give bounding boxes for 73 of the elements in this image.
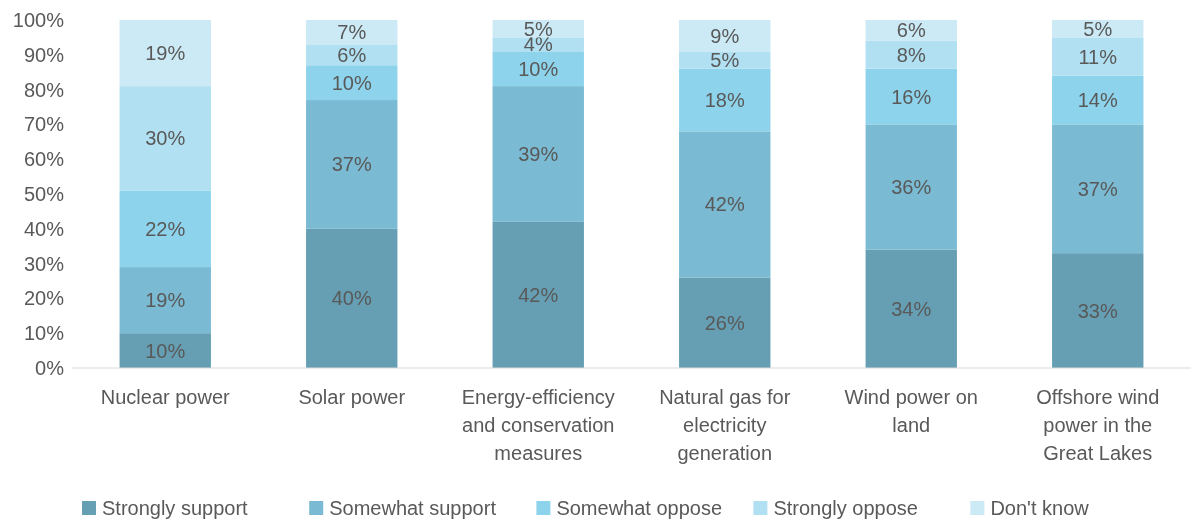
bar: [119, 86, 211, 191]
bar: [119, 20, 211, 87]
bar: [306, 20, 398, 45]
x-tick-label: Nuclear power: [100, 386, 231, 408]
data-label: 37%: [331, 153, 372, 176]
data-label: 19%: [145, 289, 186, 312]
y-tick-label: 10%: [23, 322, 65, 345]
bar: [865, 68, 957, 125]
y-tick-label: 20%: [23, 287, 65, 310]
data-label: 40%: [331, 287, 372, 310]
data-label: 11%: [1078, 45, 1118, 68]
data-label: 42%: [518, 283, 559, 306]
data-label: 10%: [145, 339, 186, 362]
data-label: 16%: [891, 85, 932, 108]
legend-label: Strongly oppose: [773, 497, 918, 519]
data-label: 5%: [710, 49, 740, 72]
data-label: 34%: [891, 297, 932, 320]
data-label: 37%: [1077, 177, 1118, 200]
bar: [865, 124, 957, 250]
bar: [119, 190, 211, 268]
bar: [1052, 253, 1144, 368]
data-label: 9%: [710, 24, 740, 47]
data-label: 6%: [896, 19, 926, 42]
bar: [306, 65, 398, 101]
y-tick-label: 30%: [23, 252, 65, 275]
bar: [492, 51, 584, 87]
bar: [306, 228, 398, 368]
x-tick-label: Natural gas for electricity generation: [659, 386, 791, 464]
y-tick-label: 100%: [12, 9, 65, 31]
bar: [306, 100, 398, 229]
data-label: 18%: [704, 89, 745, 112]
data-label: 14%: [1077, 89, 1118, 112]
y-tick-label: 90%: [23, 43, 65, 66]
data-label: 36%: [891, 176, 932, 199]
bar: [119, 267, 211, 334]
y-tick-label: 80%: [23, 78, 65, 101]
y-tick-label: 50%: [23, 183, 65, 205]
data-label: 30%: [145, 127, 186, 150]
legend-label: Strongly support: [102, 497, 249, 519]
y-tick-label: 40%: [23, 217, 65, 240]
data-label: 33%: [1077, 299, 1118, 322]
y-tick-label: 70%: [23, 113, 65, 136]
bar: [865, 40, 957, 69]
data-label: 10%: [331, 71, 372, 94]
data-label: 42%: [704, 193, 745, 216]
x-tick-label: Wind power on land: [844, 386, 978, 436]
bar: [492, 221, 584, 368]
bar: [1052, 124, 1144, 254]
data-label: 8%: [896, 43, 926, 66]
data-label: 7%: [337, 21, 367, 44]
y-tick-label: 60%: [23, 148, 65, 171]
bar: [1052, 37, 1144, 76]
x-tick-label: Energy-efficiency and conservation measures: [461, 386, 615, 464]
x-tick-label: Solar power: [298, 386, 406, 408]
x-tick-label: Offshore wind power in the Great Lakes: [1036, 386, 1160, 464]
data-label: 10%: [518, 57, 559, 80]
data-label: 19%: [145, 42, 186, 65]
bar: [865, 249, 957, 368]
y-tick-label: 0%: [35, 357, 65, 379]
bar: [679, 131, 771, 278]
data-label: 6%: [337, 43, 367, 66]
legend-label: Somewhat support: [329, 497, 497, 519]
bar: [679, 277, 771, 368]
bar: [1052, 75, 1144, 125]
data-label: 26%: [704, 311, 745, 334]
bar: [679, 68, 771, 132]
data-label: 22%: [145, 217, 186, 240]
legend-label: Don't know: [990, 497, 1090, 519]
bar: [492, 86, 584, 222]
data-label: 5%: [1083, 17, 1113, 40]
bar: [679, 20, 771, 52]
data-label: 39%: [518, 142, 559, 165]
legend-label: Somewhat oppose: [556, 497, 723, 519]
